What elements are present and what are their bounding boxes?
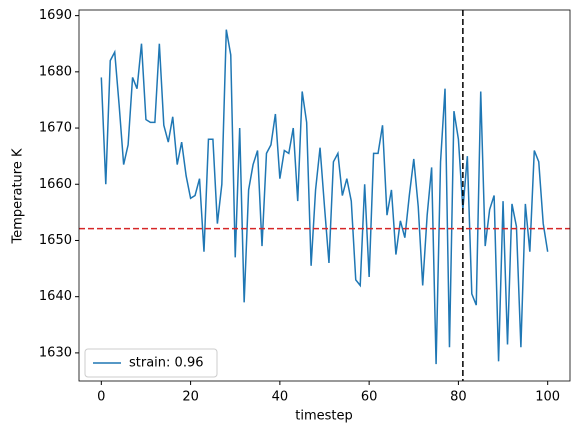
line-series xyxy=(100,29,549,365)
y-tick-label: 1650 xyxy=(39,233,72,248)
y-axis-label: Temperature K xyxy=(11,148,26,244)
legend-label: strain: 0.96 xyxy=(129,356,204,371)
y-tick-label: 1640 xyxy=(39,289,72,304)
x-tick-label: 0 xyxy=(97,390,105,405)
x-tick-label: 60 xyxy=(361,390,378,405)
x-tick-label: 100 xyxy=(535,390,560,405)
x-axis-label: timestep xyxy=(295,409,353,424)
y-tick-label: 1630 xyxy=(39,345,72,360)
x-tick-label: 20 xyxy=(182,390,199,405)
plot-frame xyxy=(78,9,571,382)
y-tick-label: 1690 xyxy=(39,8,72,23)
y-tick-label: 1670 xyxy=(39,121,72,136)
y-tick-label: 1680 xyxy=(39,64,72,79)
x-tick-label: 40 xyxy=(272,390,289,405)
legend-box xyxy=(84,348,218,378)
y-tick-label: 1660 xyxy=(39,177,72,192)
x-tick-label: 80 xyxy=(450,390,467,405)
